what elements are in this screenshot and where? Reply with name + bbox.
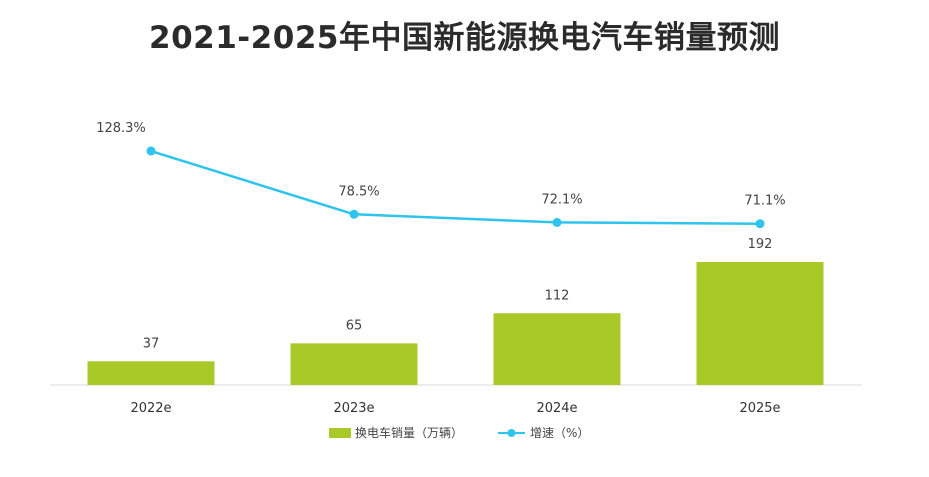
bar-2024e xyxy=(493,313,621,385)
growth-point-2023e xyxy=(349,209,359,219)
bar-2025e xyxy=(696,262,824,385)
legend-line-marker xyxy=(507,429,516,437)
bar-value-label-2023e: 65 xyxy=(346,318,363,333)
bar-2022e xyxy=(87,361,215,385)
growth-value-label-2023e: 78.5% xyxy=(338,184,379,199)
bar-value-label-2022e: 37 xyxy=(143,336,160,351)
growth-value-label-2024e: 72.1% xyxy=(541,192,582,207)
growth-rate-line xyxy=(150,149,761,225)
x-tick-2023e: 2023e xyxy=(333,401,374,416)
x-tick-2025e: 2025e xyxy=(739,401,780,416)
legend-line-label: 增速（%） xyxy=(530,426,589,440)
growth-value-label-2022e: 128.3% xyxy=(96,121,146,136)
legend-bar-swatch xyxy=(329,428,351,438)
x-tick-2022e: 2022e xyxy=(130,401,171,416)
bar-2023e xyxy=(290,343,418,385)
bar-value-label-2025e: 192 xyxy=(748,237,773,252)
growth-point-2025e xyxy=(755,219,765,229)
growth-value-label-2025e: 71.1% xyxy=(744,194,785,209)
growth-point-2024e xyxy=(552,217,562,227)
bar-value-label-2024e: 112 xyxy=(545,288,570,303)
legend: 换电车销量（万辆） 增速（%） xyxy=(329,425,589,440)
growth-point-2022e xyxy=(146,146,156,156)
chart-title: 2021-2025年中国新能源换电汽车销量预测 xyxy=(149,20,780,56)
x-tick-2024e: 2024e xyxy=(536,401,577,416)
legend-bar-label: 换电车销量（万辆） xyxy=(355,425,463,440)
